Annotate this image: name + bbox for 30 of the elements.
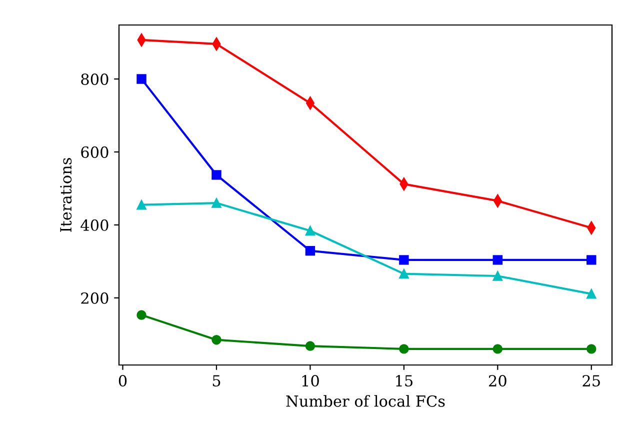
y-tick-label: 200 xyxy=(81,292,108,304)
point xyxy=(136,310,146,320)
point xyxy=(399,268,409,279)
point xyxy=(586,289,596,299)
point xyxy=(586,344,596,354)
point xyxy=(492,255,503,265)
point xyxy=(399,255,409,265)
x-tick-label: 10 xyxy=(302,374,319,387)
x-tick-label: 20 xyxy=(488,374,506,387)
y-tick-label: 800 xyxy=(81,73,108,86)
x-tick-label: 15 xyxy=(396,374,412,387)
y-tick-label: 400 xyxy=(80,219,108,231)
x-tick-label: 5 xyxy=(212,375,220,387)
x-tick-label: 0 xyxy=(118,374,127,387)
point xyxy=(136,200,146,210)
point xyxy=(399,344,409,354)
x-axis-title: Number of local FCs xyxy=(286,395,445,407)
y-axis-title: Iterations xyxy=(60,158,72,232)
point xyxy=(212,198,222,208)
point xyxy=(136,74,146,84)
y-tick-label: 600 xyxy=(81,146,108,158)
point xyxy=(305,246,316,256)
point xyxy=(492,271,503,281)
point xyxy=(305,226,316,236)
point xyxy=(212,334,222,345)
point xyxy=(586,255,596,265)
point xyxy=(492,344,503,354)
x-tick-label: 25 xyxy=(582,374,600,387)
point xyxy=(212,170,222,180)
point xyxy=(305,341,316,351)
